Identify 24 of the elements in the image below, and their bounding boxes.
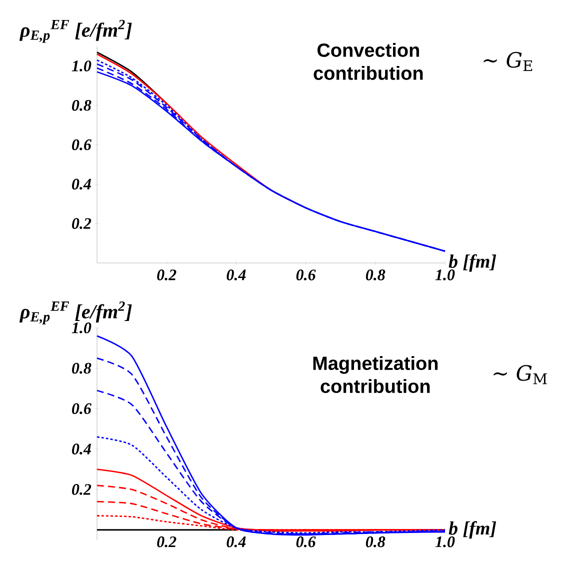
- x-tick-label: 1.0: [435, 270, 455, 280]
- x-tick-label: 0.4: [226, 270, 246, 280]
- annotation: Convection contribution: [314, 42, 423, 80]
- y-tick-label: 0.6: [72, 403, 92, 414]
- y-tick-label: 0.2: [72, 484, 92, 495]
- y-tick-label: 0.8: [72, 362, 92, 374]
- y-axis-title: ρ$_{E,p}$$^{EF}$ [e/fm$^{2}$]: [19, 20, 132, 43]
- x-tick-label: 0.2: [157, 270, 176, 280]
- y-tick-label: 0.2: [72, 218, 92, 230]
- y-tick-label: 0.4: [72, 444, 91, 455]
- x-tick-label: 0.6: [296, 270, 316, 280]
- y-tick-label: 1.0: [72, 322, 92, 334]
- text: ∼ G$_{E}$: [484, 52, 532, 72]
- y-tick-label: 0.8: [72, 100, 92, 111]
- x-tick-label: 0.2: [157, 536, 176, 548]
- text: ∼ G$_{M}$: [494, 364, 547, 384]
- x-tick-label: 0.6: [296, 536, 316, 548]
- x-tick-label: 0.4: [226, 536, 246, 548]
- annotation: Magnetization contribution: [313, 356, 438, 394]
- x-tick-label: 0.8: [366, 536, 386, 548]
- x-tick-label: 0.8: [366, 270, 386, 280]
- y-tick-label: 1.0: [72, 60, 92, 72]
- y-tick-label: 0.6: [72, 139, 92, 150]
- y-tick-label: 0.4: [72, 178, 91, 190]
